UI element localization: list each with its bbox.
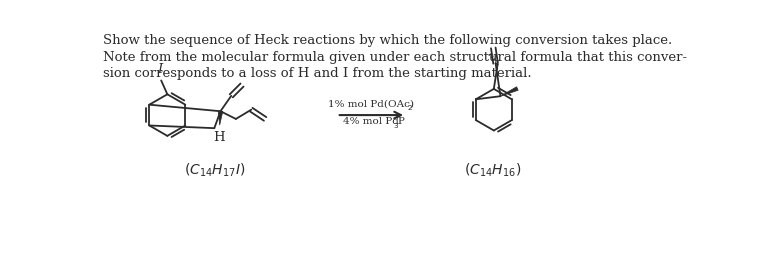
Text: Show the sequence of Heck reactions by which the following conversion takes plac: Show the sequence of Heck reactions by w… [103,34,687,80]
Text: H: H [213,131,225,144]
Text: 1% mol Pd(OAc): 1% mol Pd(OAc) [328,99,415,108]
Polygon shape [218,111,223,125]
Text: P: P [398,117,405,126]
Text: 4% mol Pd: 4% mol Pd [344,117,399,126]
Text: $_3$: $_3$ [393,121,399,131]
Text: $(C_{14}H_{16})$: $(C_{14}H_{16})$ [464,161,521,179]
Polygon shape [501,87,518,96]
Text: $(C_{14}H_{17}I)$: $(C_{14}H_{17}I)$ [184,161,246,179]
Text: $_2$: $_2$ [407,103,412,113]
Text: I: I [157,63,162,76]
